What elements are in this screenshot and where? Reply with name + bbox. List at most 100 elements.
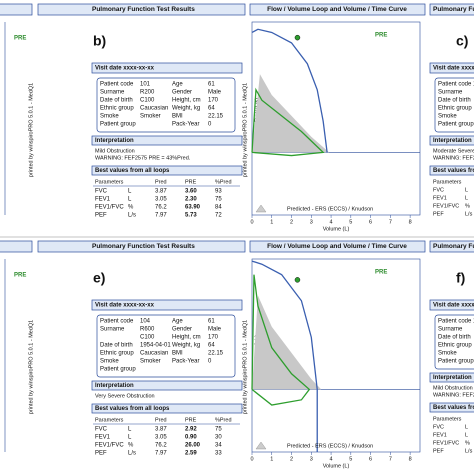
table-cell: 33 — [215, 451, 222, 457]
patient-field: 101 — [140, 82, 151, 88]
patient-field: Weight, kg — [172, 106, 200, 112]
patient-field: Date of birth — [100, 343, 133, 349]
pre-flag: PRE — [14, 273, 26, 279]
table-cell: 3.05 — [155, 197, 167, 203]
table-cell: FEV1 — [95, 435, 111, 441]
table-cell: PEF — [433, 448, 444, 454]
header-title: Pulmonary Function Test Results — [433, 243, 474, 250]
table-cell: 26.00 — [185, 443, 201, 449]
interpretation-title: Interpretation — [95, 383, 134, 389]
interpretation-bar — [91, 380, 243, 391]
patient-field: Pack-Year — [172, 359, 199, 365]
table-cell: 7.97 — [155, 451, 167, 457]
credit: printed by winspiroPRO 5.0.1 - MedQ1 — [242, 320, 248, 414]
table-header: Parameters — [95, 179, 124, 185]
table-cell: L — [128, 435, 132, 441]
table-cell: L — [465, 187, 468, 193]
patient-field: Height, cm — [172, 335, 201, 341]
table-cell: Parameters — [433, 416, 462, 422]
patient-field: Gender — [172, 90, 192, 96]
patient-field: Patient group — [100, 367, 136, 373]
table-cell: FEV1 — [95, 197, 111, 203]
table-cell: 75 — [215, 197, 222, 203]
table-cell: FVC — [433, 187, 444, 193]
panel-label: f) — [456, 270, 465, 286]
table-header: Pred — [155, 179, 167, 185]
x-tick-label: 1 — [270, 219, 273, 225]
interpretation-text: WARNING: FEF2575 — [433, 392, 474, 398]
patient-field: Patient code 1 — [438, 82, 474, 88]
patient-box — [434, 314, 474, 370]
header-bar — [0, 3, 33, 16]
predicted-area — [252, 74, 330, 153]
table-header: Parameters — [95, 417, 124, 423]
measured-loop — [251, 274, 311, 406]
table-cell: 93 — [215, 189, 222, 195]
x-tick-label: 2 — [290, 456, 293, 462]
table-cell: PEF — [95, 451, 107, 457]
best-bar — [91, 403, 243, 414]
patient-field: Ethnic group — [438, 343, 472, 349]
header-title: Pulmonary Function Test Results — [92, 243, 195, 250]
interpretation-text: Mild Obstruction — [433, 385, 473, 391]
interpretation-bar — [429, 372, 474, 383]
patient-field: 61 — [208, 82, 215, 88]
x-tick-label: 5 — [349, 456, 352, 462]
predicted-area — [252, 295, 322, 390]
patient-box — [96, 77, 236, 133]
patient-field: Ethnic group — [438, 106, 472, 112]
patient-field: 61 — [208, 319, 215, 325]
patient-field: R200 — [140, 90, 155, 96]
peak-marker — [294, 277, 301, 283]
predicted-curve — [251, 260, 318, 452]
patient-field: BMI — [172, 114, 183, 120]
visit-date: Visit date xxxx-xx-xx — [95, 303, 155, 309]
interpretation-text: WARNING: FEF2575 PRE = 43%Pred. — [95, 155, 191, 161]
patient-field: Date of birth — [438, 335, 471, 341]
header-bar — [0, 240, 33, 253]
header-bar — [249, 3, 426, 16]
best-title: Best values from all loops — [95, 406, 170, 412]
table-cell: PEF — [433, 211, 444, 217]
table-cell: 7.97 — [155, 213, 167, 219]
chart-title: Flow / Volume Loop and Volume / Time Cur… — [267, 243, 407, 250]
pre-flag: PRE — [375, 270, 387, 276]
legend-text: Predicted - ERS (ECCS) / Knudson — [287, 206, 373, 212]
patient-field: Smoker — [140, 359, 161, 365]
interpretation-text: Very Severe Obstruction — [95, 393, 155, 399]
panel-label: c) — [456, 33, 468, 49]
table-cell: FEV1/FVC — [95, 443, 124, 449]
visit-date: Visit date xxxx-xx-xx — [433, 66, 474, 72]
table-cell: 34 — [215, 443, 222, 449]
x-tick-label: 8 — [409, 456, 412, 462]
patient-field: 22.15 — [208, 114, 224, 120]
x-tick-label: 4 — [330, 456, 333, 462]
visit-bar — [91, 299, 243, 311]
table-cell: L/s — [465, 448, 473, 454]
patient-field: Surname — [100, 90, 125, 96]
table-cell: PEF — [95, 213, 107, 219]
plot-area — [251, 21, 421, 216]
table-cell: 84 — [215, 205, 222, 211]
table-cell: L — [128, 197, 132, 203]
table-cell: L — [465, 432, 468, 438]
patient-field: 104 — [140, 319, 151, 325]
x-tick-label: 3 — [310, 456, 313, 462]
pre-flag: PRE — [14, 36, 26, 42]
header-bar — [429, 3, 474, 16]
best-title: Best values from all loops — [433, 168, 474, 174]
patient-field: Caucasian — [140, 351, 168, 357]
legend-text: Predicted - ERS (ECCS) / Knudson — [287, 443, 373, 449]
table-cell: FVC — [95, 189, 108, 195]
patient-field: 64 — [208, 106, 215, 112]
table-cell: % — [465, 440, 470, 446]
patient-box — [96, 314, 236, 378]
patient-field: 170 — [208, 335, 219, 341]
patient-field: Age — [172, 319, 183, 325]
table-header: Pred — [155, 417, 167, 423]
best-title: Best values from all loops — [433, 405, 474, 411]
table-cell: L/s — [128, 213, 136, 219]
visit-bar — [91, 62, 243, 74]
peak-marker — [294, 34, 301, 41]
x-tick-label: 2 — [290, 219, 293, 225]
